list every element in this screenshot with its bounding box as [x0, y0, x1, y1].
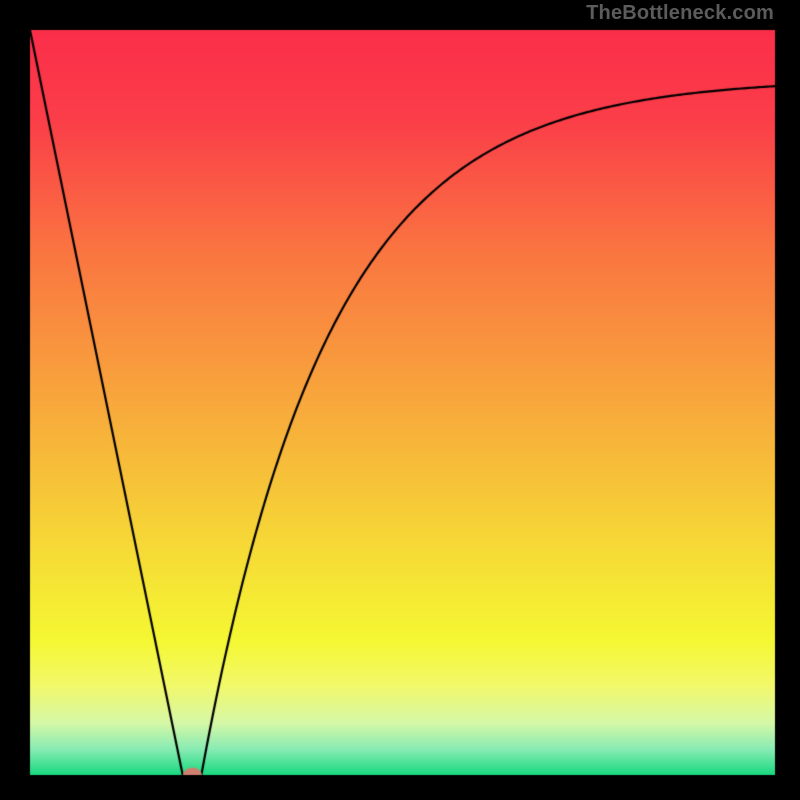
watermark-text: TheBottleneck.com: [586, 2, 774, 25]
bottleneck-chart: [0, 0, 800, 800]
